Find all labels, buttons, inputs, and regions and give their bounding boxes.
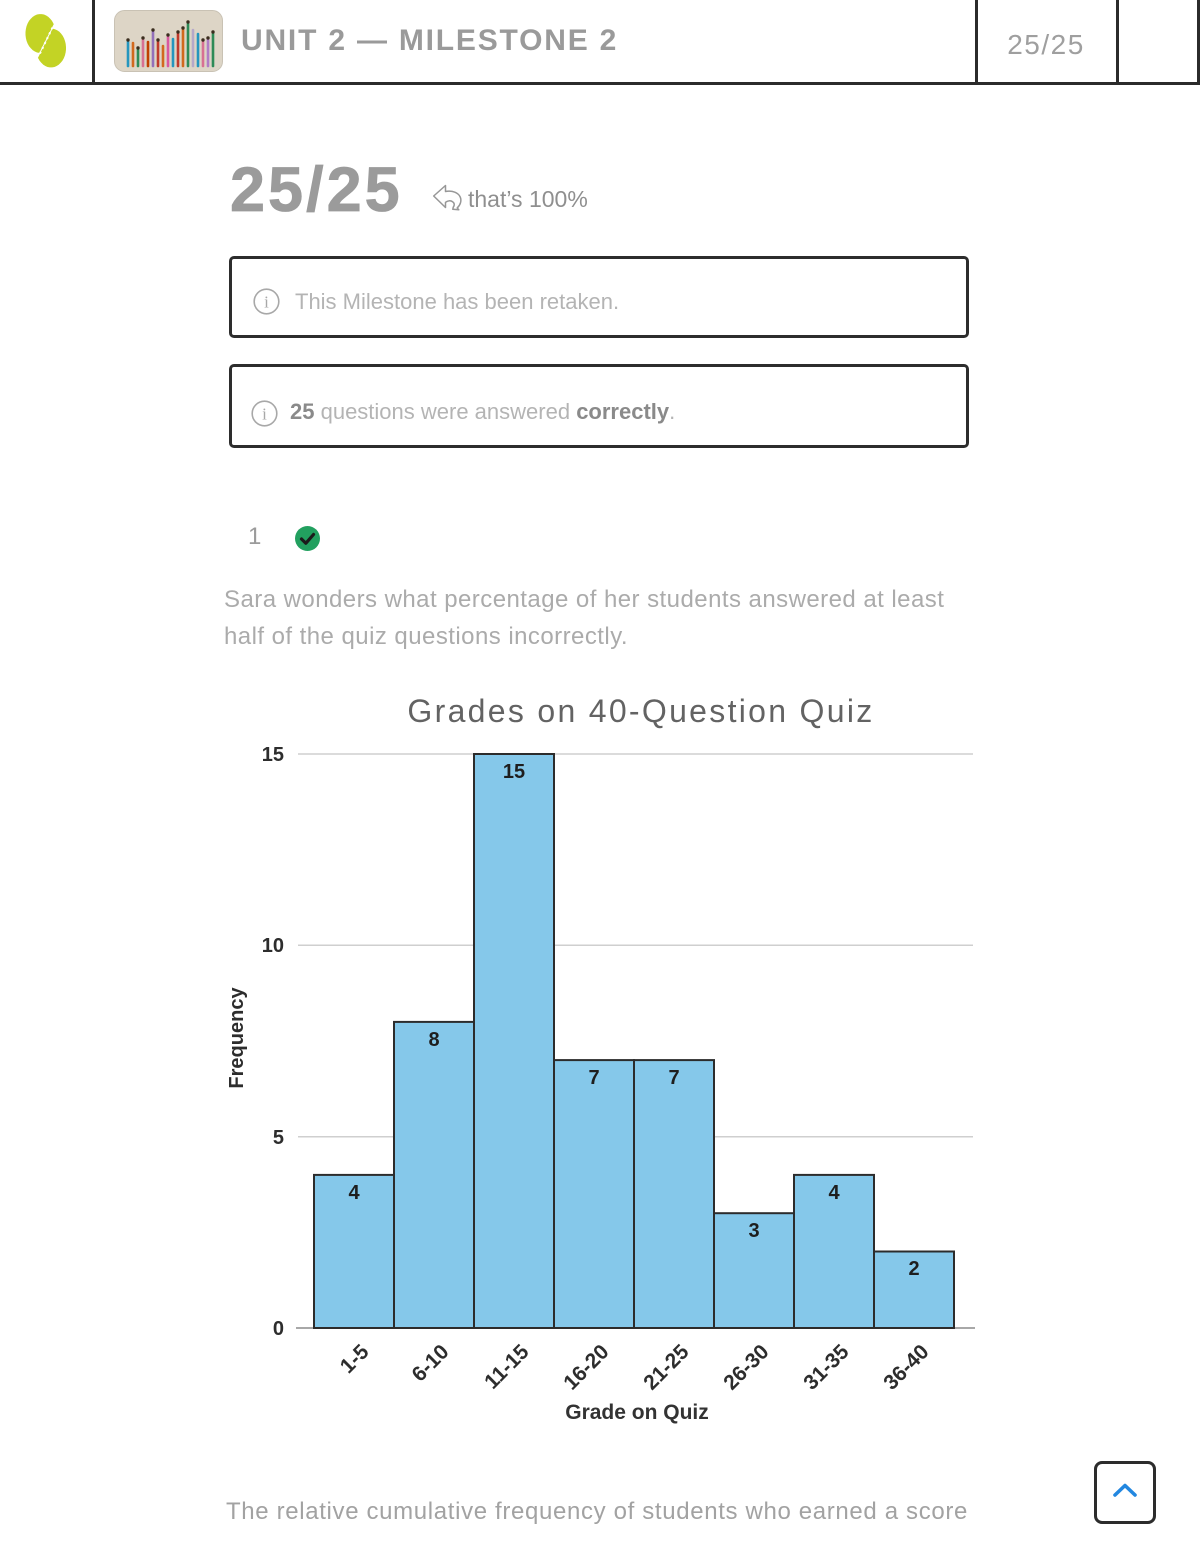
svg-text:6-10: 6-10 — [408, 1340, 454, 1386]
svg-text:5: 5 — [273, 1127, 284, 1149]
svg-text:21-25: 21-25 — [639, 1340, 693, 1394]
svg-text:4: 4 — [348, 1182, 360, 1204]
svg-text:i: i — [262, 405, 267, 424]
svg-text:Frequency: Frequency — [226, 987, 248, 1089]
svg-text:8: 8 — [428, 1029, 439, 1051]
svg-text:31-35: 31-35 — [799, 1340, 853, 1394]
svg-text:16-20: 16-20 — [559, 1340, 613, 1394]
svg-text:11-15: 11-15 — [480, 1340, 534, 1394]
svg-text:26-30: 26-30 — [719, 1340, 773, 1394]
svg-text:7: 7 — [668, 1067, 679, 1089]
svg-text:7: 7 — [588, 1067, 599, 1089]
svg-text:i: i — [264, 293, 269, 312]
svg-text:0: 0 — [273, 1318, 284, 1340]
svg-text:Grades on 40-Question Quiz: Grades on 40-Question Quiz — [407, 693, 874, 729]
svg-text:4: 4 — [828, 1182, 840, 1204]
svg-text:10: 10 — [262, 935, 284, 957]
svg-text:15: 15 — [503, 761, 525, 783]
svg-text:15: 15 — [262, 744, 284, 766]
svg-text:36-40: 36-40 — [879, 1340, 933, 1394]
svg-text:1-5: 1-5 — [336, 1340, 374, 1378]
svg-text:2: 2 — [908, 1258, 919, 1280]
svg-text:3: 3 — [748, 1220, 759, 1242]
svg-text:Grade on Quiz: Grade on Quiz — [565, 1401, 709, 1424]
